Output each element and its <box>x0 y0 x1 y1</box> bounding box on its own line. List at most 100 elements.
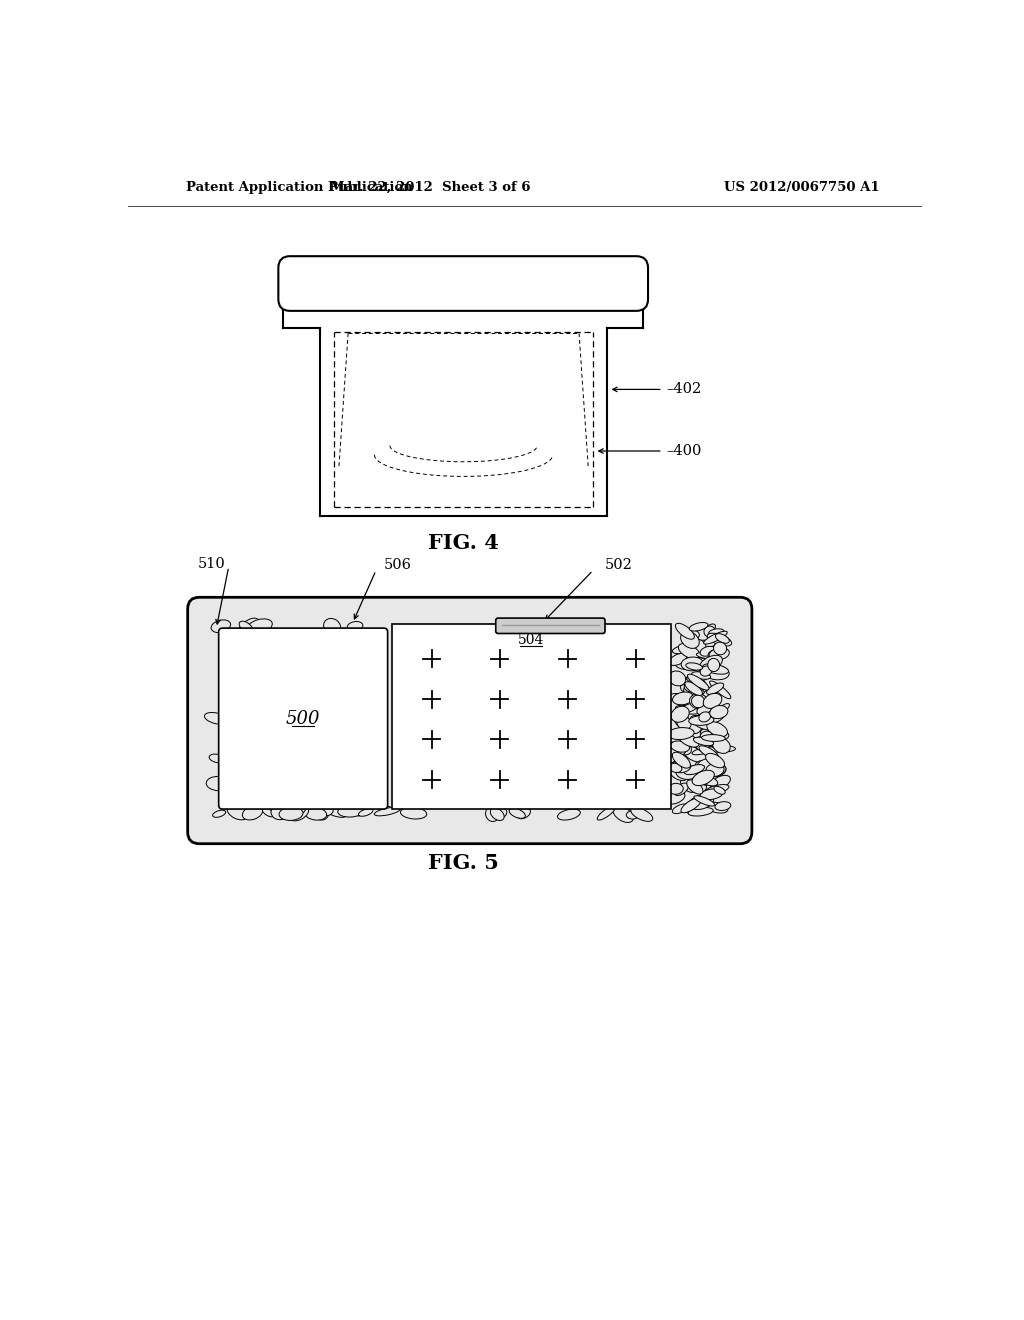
Ellipse shape <box>702 685 719 698</box>
Ellipse shape <box>690 780 707 793</box>
Ellipse shape <box>697 704 712 718</box>
Ellipse shape <box>678 702 699 714</box>
Ellipse shape <box>700 729 723 747</box>
Ellipse shape <box>694 655 717 669</box>
Ellipse shape <box>691 696 705 708</box>
Ellipse shape <box>490 808 504 821</box>
Ellipse shape <box>701 775 713 785</box>
Ellipse shape <box>714 642 727 655</box>
Ellipse shape <box>312 803 332 818</box>
Ellipse shape <box>358 809 373 816</box>
Ellipse shape <box>703 631 727 644</box>
Ellipse shape <box>353 805 365 816</box>
Ellipse shape <box>706 708 725 723</box>
Ellipse shape <box>714 704 729 717</box>
Ellipse shape <box>716 634 729 643</box>
Ellipse shape <box>700 789 723 800</box>
Ellipse shape <box>695 739 709 752</box>
Ellipse shape <box>400 808 427 818</box>
Ellipse shape <box>517 808 530 818</box>
Ellipse shape <box>509 808 525 818</box>
Text: –402: –402 <box>667 383 701 396</box>
Ellipse shape <box>706 803 728 813</box>
Ellipse shape <box>699 655 722 672</box>
Ellipse shape <box>227 804 251 817</box>
Ellipse shape <box>289 804 306 817</box>
Ellipse shape <box>304 808 327 820</box>
Ellipse shape <box>211 620 230 632</box>
Bar <box>391 624 671 809</box>
Ellipse shape <box>691 672 711 680</box>
Ellipse shape <box>699 776 718 785</box>
Text: –400: –400 <box>667 444 702 458</box>
Ellipse shape <box>710 681 731 698</box>
Ellipse shape <box>703 693 722 709</box>
Text: 504: 504 <box>518 632 544 647</box>
Ellipse shape <box>709 628 724 636</box>
Ellipse shape <box>673 692 693 705</box>
Ellipse shape <box>209 754 225 763</box>
Ellipse shape <box>685 800 705 816</box>
FancyBboxPatch shape <box>496 618 605 634</box>
Ellipse shape <box>700 710 715 722</box>
Ellipse shape <box>685 701 700 711</box>
Ellipse shape <box>712 766 726 776</box>
Text: Mar. 22, 2012  Sheet 3 of 6: Mar. 22, 2012 Sheet 3 of 6 <box>330 181 530 194</box>
Ellipse shape <box>707 722 727 737</box>
Ellipse shape <box>690 640 717 647</box>
Ellipse shape <box>280 807 303 821</box>
Ellipse shape <box>682 746 707 763</box>
Ellipse shape <box>710 648 729 660</box>
Ellipse shape <box>687 780 702 795</box>
Ellipse shape <box>671 706 689 722</box>
Ellipse shape <box>675 655 700 669</box>
Ellipse shape <box>687 630 699 639</box>
Ellipse shape <box>711 775 730 789</box>
Ellipse shape <box>686 640 698 652</box>
Ellipse shape <box>597 807 615 820</box>
Ellipse shape <box>684 764 705 775</box>
Ellipse shape <box>684 680 706 692</box>
Ellipse shape <box>205 713 228 725</box>
Text: FIG. 4: FIG. 4 <box>428 533 499 553</box>
Ellipse shape <box>627 810 639 818</box>
Ellipse shape <box>338 805 364 817</box>
Ellipse shape <box>670 763 682 772</box>
Ellipse shape <box>708 634 732 645</box>
Ellipse shape <box>703 665 729 680</box>
Ellipse shape <box>213 810 225 817</box>
Ellipse shape <box>689 795 714 809</box>
Ellipse shape <box>674 762 691 772</box>
Ellipse shape <box>698 711 711 722</box>
Ellipse shape <box>676 705 699 714</box>
Ellipse shape <box>613 807 634 822</box>
Ellipse shape <box>674 783 688 796</box>
Ellipse shape <box>686 663 702 671</box>
Ellipse shape <box>709 746 735 752</box>
Ellipse shape <box>705 624 716 632</box>
Ellipse shape <box>375 808 400 816</box>
Ellipse shape <box>286 805 303 816</box>
Ellipse shape <box>686 723 710 738</box>
Ellipse shape <box>702 791 714 805</box>
Ellipse shape <box>685 681 702 696</box>
Ellipse shape <box>289 805 309 821</box>
Ellipse shape <box>380 807 392 814</box>
Ellipse shape <box>676 623 694 639</box>
Ellipse shape <box>692 746 717 755</box>
Ellipse shape <box>695 760 713 775</box>
Ellipse shape <box>674 714 690 729</box>
Ellipse shape <box>243 807 262 820</box>
Ellipse shape <box>278 807 291 813</box>
Ellipse shape <box>485 807 499 821</box>
Ellipse shape <box>247 804 259 814</box>
Ellipse shape <box>693 737 714 746</box>
Ellipse shape <box>681 657 703 671</box>
Ellipse shape <box>697 704 713 714</box>
Ellipse shape <box>681 797 701 813</box>
Ellipse shape <box>714 787 725 795</box>
Ellipse shape <box>707 682 724 694</box>
Ellipse shape <box>247 619 272 634</box>
Ellipse shape <box>687 675 709 690</box>
Ellipse shape <box>696 652 720 659</box>
